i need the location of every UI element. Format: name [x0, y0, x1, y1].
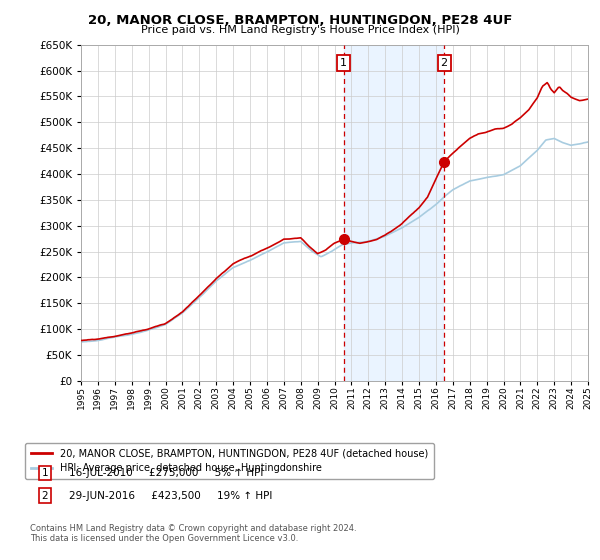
Text: 1: 1	[340, 58, 347, 68]
Text: Contains HM Land Registry data © Crown copyright and database right 2024.
This d: Contains HM Land Registry data © Crown c…	[30, 524, 356, 543]
Legend: 20, MANOR CLOSE, BRAMPTON, HUNTINGDON, PE28 4UF (detached house), HPI: Average p: 20, MANOR CLOSE, BRAMPTON, HUNTINGDON, P…	[25, 443, 434, 479]
Text: 2: 2	[41, 491, 49, 501]
Text: 29-JUN-2016     £423,500     19% ↑ HPI: 29-JUN-2016 £423,500 19% ↑ HPI	[69, 491, 272, 501]
Text: 20, MANOR CLOSE, BRAMPTON, HUNTINGDON, PE28 4UF: 20, MANOR CLOSE, BRAMPTON, HUNTINGDON, P…	[88, 14, 512, 27]
Text: Price paid vs. HM Land Registry's House Price Index (HPI): Price paid vs. HM Land Registry's House …	[140, 25, 460, 35]
Text: 1: 1	[41, 468, 49, 478]
Text: 2: 2	[440, 58, 448, 68]
Text: 16-JUL-2010     £275,000     5% ↑ HPI: 16-JUL-2010 £275,000 5% ↑ HPI	[69, 468, 263, 478]
